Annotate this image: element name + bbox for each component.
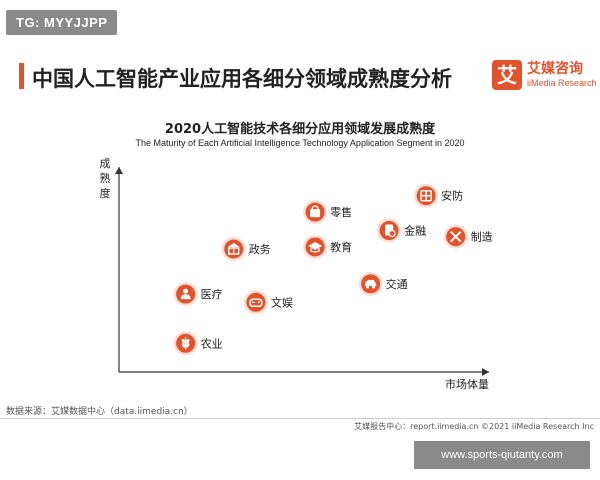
data-point: 制造 [443,224,493,249]
shield-icon [420,189,432,202]
data-point: 农业 [173,331,223,356]
data-point: 交通 [358,271,408,296]
car-icon [364,279,377,289]
data-point: 安防 [414,183,463,208]
point-label: 医疗 [201,287,223,301]
page-title: 中国人工智能产业应用各细分领域成熟度分析 [32,67,452,91]
data-point: 零售 [303,200,352,225]
shopping-bag-icon [310,205,321,218]
point-label: 交通 [386,277,408,291]
finance-icon [385,224,396,238]
tg-tag: TG: MYYJJPP [6,10,118,35]
data-point: 教育 [303,234,352,259]
brand-mark-icon: 艾 [492,60,522,90]
y-axis-arrow [115,167,123,174]
point-label: 教育 [330,240,352,254]
point-label: 农业 [201,336,223,350]
point-label: 安防 [441,189,463,203]
medical-icon [180,288,191,300]
data-point: 政务 [221,237,271,261]
watermark-banner[interactable]: www.sports-qiutanty.com [414,441,590,469]
wrench-icon [449,230,462,243]
data-point: 金融 [377,218,426,243]
government-building-icon [227,243,240,255]
point-marker [246,292,266,312]
point-label: 金融 [404,224,426,238]
graduation-cap-icon [308,241,323,253]
x-axis-arrow [482,368,489,376]
point-label: 政务 [249,242,271,256]
y-axis-label: 成熟度 [100,157,111,200]
title-accent-bar [19,63,24,89]
chart-title: 2020人工智能技术各细分应用领域发展成熟度 [164,122,436,137]
brand-name-cn: 艾媒咨询 [527,61,583,77]
chart-subtitle: The Maturity of Each Artificial Intellig… [135,138,465,148]
data-source: 数据来源：艾媒数据中心（data.iimedia.cn） [6,407,193,417]
x-axis-label: 市场体量 [445,377,489,391]
data-point: 医疗 [173,282,223,307]
footer-divider [0,418,600,419]
copyright-text: 艾媒报告中心：report.iimedia.cn ©2021 iiMedia R… [354,422,594,431]
gamepad-icon [249,298,263,308]
data-point: 文娱 [243,290,293,315]
wheat-icon [181,337,190,350]
brand-name-en: iiMedia Research [527,78,597,88]
point-label: 文娱 [271,295,293,309]
point-label: 制造 [471,230,493,244]
point-label: 零售 [330,205,352,219]
